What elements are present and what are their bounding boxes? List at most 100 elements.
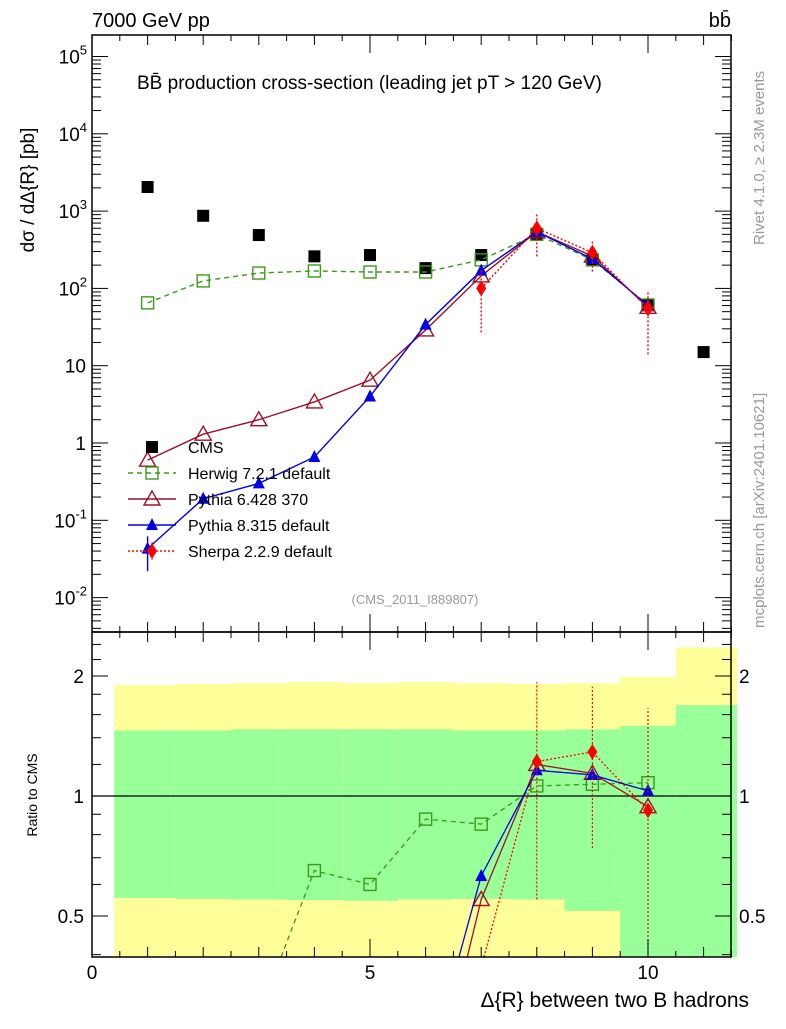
main-series [138,181,710,572]
ratio-y-tick-label-left: 0.5 [58,907,84,928]
ratio-point-herwig-7-2-1-default [307,863,322,878]
ratio-series [280,682,658,958]
green-band-bin [286,729,343,901]
data-point-cms [364,249,376,262]
y-tick-label: 102 [59,274,87,300]
data-point-pythia-8-315-default [197,491,210,504]
data-point-pythia-8-315-default [475,263,488,276]
data-point-pythia-6-428-370 [360,370,380,387]
ratio-point-pythia-6-428-370 [471,890,491,907]
ratio-line-sherpa-2-2-9-default [483,751,649,958]
data-point-pythia-6-428-370 [249,410,269,427]
header-left: 7000 GeV pp [92,10,210,32]
ratio-uncertainty-bands [114,647,737,957]
analysis-tag: (CMS_2011_I889807) [352,592,479,607]
ratio-frame [91,631,732,958]
green-band-bin [114,730,176,898]
data-point-pythia-8-315-default [364,389,376,402]
ratio-y-tick-label-right: 0.5 [739,907,765,928]
data-point-herwig-7-2-1-default [363,265,377,279]
series-sherpa-2-2-9-default [476,212,653,355]
legend-label: Sherpa 2.2.9 default [188,544,333,561]
data-point-sherpa-2-2-9-default [476,280,487,297]
data-point-pythia-6-428-370 [305,392,324,409]
ratio-y-tick-label-right: 1 [739,787,750,808]
x-tick-label: 10 [637,963,658,984]
data-point-herwig-7-2-1-default [307,264,322,278]
ratio-point-herwig-7-2-1-default [474,817,488,831]
green-band-bin [342,729,398,901]
legend-entry-sherpa-2-2-9-default: Sherpa 2.2.9 default [128,542,333,561]
legend: CMS Herwig 7.2.1 default Pythia 6.428 370 P… [128,440,333,561]
green-band-bin [675,705,737,957]
data-point-cms [419,262,432,275]
ratio-point-sherpa-2-2-9-default [531,753,542,770]
data-point-sherpa-2-2-9-default [587,244,598,261]
data-point-pythia-8-315-default [308,449,321,462]
legend-entry-herwig-7-2-1-default: Herwig 7.2.1 default [128,466,331,483]
x-tick-label: 0 [87,963,98,984]
legend-label: Pythia 8.315 default [188,518,330,535]
legend-marker-herwig-7-2-1-default [145,466,159,480]
x-tick-label: 5 [365,963,376,984]
ratio-point-pythia-8-315-default [475,868,488,881]
plot-title: BB̄ production cross-section (leading je… [137,73,602,94]
data-point-herwig-7-2-1-default [418,265,433,279]
series-line-herwig-7-2-1-default [147,233,649,306]
ratio-point-herwig-7-2-1-default [363,877,377,892]
series-herwig-7-2-1-default [140,227,655,312]
data-point-herwig-7-2-1-default [252,266,266,280]
series-line-pythia-6-428-370 [147,230,649,461]
header-right: bb̄ [709,9,731,32]
legend-entry-pythia-6-428-370: Pythia 6.428 370 [128,489,308,509]
data-point-pythia-6-428-370 [193,424,213,441]
legend-label: Pythia 6.428 370 [188,492,308,509]
ratio-point-pythia-8-315-default [586,767,599,780]
ratio-point-sherpa-2-2-9-default [587,743,598,760]
data-point-herwig-7-2-1-default [196,274,210,288]
legend-entry-pythia-8-315-default: Pythia 8.315 default [128,518,330,535]
data-point-cms [252,229,265,242]
ratio-point-sherpa-2-2-9-default [643,802,653,819]
side-text-mcplots: mcplots.cern.ch [arXiv:2401.10621] [751,393,768,628]
y-axis-label-main: dσ / dΔ{R} [pb] [18,128,39,253]
y-tick-label: 10-1 [54,506,87,532]
data-point-pythia-8-315-default [419,317,432,330]
ratio-point-pythia-8-315-default [642,783,654,796]
data-point-cms [475,249,488,262]
y-tick-label: 10-2 [54,584,87,610]
data-point-pythia-6-428-370 [527,222,547,239]
legend-marker-cms [146,441,158,453]
series-line-pythia-8-315-default [147,230,649,550]
data-point-cms [308,250,321,263]
legend-label: Herwig 7.2.1 default [188,466,331,483]
ratio-y-tick-label-left: 1 [73,787,84,808]
y-tick-label: 1 [75,434,86,455]
ratio-point-herwig-7-2-1-default [418,812,433,826]
y-tick-label: 104 [59,120,87,146]
green-band-bin [175,730,231,899]
series-line-sherpa-2-2-9-default [480,227,649,309]
series-pythia-6-428-370 [138,222,658,467]
data-point-pythia-6-428-370 [138,450,157,467]
data-point-sherpa-2-2-9-default [531,220,542,237]
ratio-y-tick-label-right: 2 [739,667,750,688]
x-axis-label: Δ{R} between two B hadrons [480,989,749,1012]
y-tick-label: 103 [59,197,87,223]
legend-marker-pythia-6-428-370 [142,489,162,506]
data-point-cms [697,346,710,359]
main-frame [91,34,732,633]
data-point-sherpa-2-2-9-default [643,300,653,317]
ratio-line-herwig-7-2-1-default [280,782,649,958]
data-point-cms [197,209,210,222]
y-tick-label: 10 [65,357,86,378]
legend-marker-pythia-8-315-default [146,518,158,530]
legend-label: CMS [188,440,224,457]
data-point-herwig-7-2-1-default [140,296,155,310]
y-axis-label-ratio: Ratio to CMS [24,753,40,836]
data-point-cms [141,181,154,194]
y-tick-label: 105 [59,43,87,69]
series-cms [141,181,710,359]
legend-entry-cms: CMS [146,440,224,457]
